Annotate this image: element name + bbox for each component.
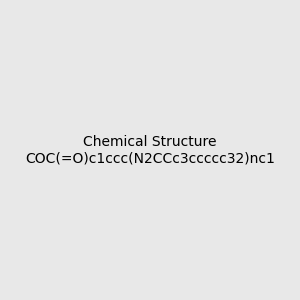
Text: Chemical Structure
COC(=O)c1ccc(N2CCc3ccccc32)nc1: Chemical Structure COC(=O)c1ccc(N2CCc3cc… [25, 135, 275, 165]
